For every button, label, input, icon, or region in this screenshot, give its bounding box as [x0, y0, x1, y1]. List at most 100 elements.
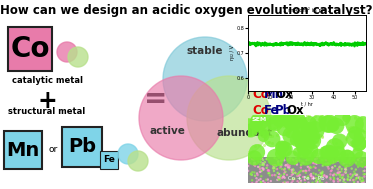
Point [326, 167, 332, 170]
Point [256, 121, 262, 124]
Point [282, 176, 288, 179]
Point [303, 162, 309, 165]
Point [245, 164, 251, 167]
Point [350, 175, 355, 178]
Point [290, 168, 296, 171]
Point [352, 117, 358, 120]
Point [345, 178, 351, 181]
Point [339, 160, 345, 163]
Circle shape [68, 47, 88, 67]
Point [254, 172, 260, 175]
Point [329, 160, 335, 163]
Point [246, 154, 252, 157]
Point [285, 158, 291, 161]
Point [342, 167, 348, 170]
Point [336, 122, 342, 125]
Point [346, 159, 352, 162]
Point [329, 156, 335, 160]
Point [311, 119, 317, 122]
Point [296, 181, 302, 184]
Point [297, 138, 303, 141]
Point [351, 181, 357, 184]
Point [316, 155, 322, 158]
Point [261, 132, 267, 135]
Point [284, 174, 290, 177]
Point [269, 135, 275, 138]
Point [295, 157, 301, 160]
Point [279, 177, 285, 180]
Point [286, 168, 292, 171]
Point [247, 162, 253, 165]
Point [290, 158, 296, 161]
Point [356, 156, 362, 159]
Point [292, 171, 298, 174]
Point [253, 117, 259, 120]
Point [358, 136, 364, 139]
Point [305, 157, 311, 160]
Point [305, 158, 311, 161]
Point [362, 173, 368, 176]
Point [276, 178, 282, 181]
Point [286, 132, 292, 136]
Text: Co: Co [252, 105, 269, 118]
Point [253, 156, 259, 159]
Point [307, 124, 313, 127]
Point [294, 173, 300, 176]
Point [279, 157, 285, 160]
Point [336, 171, 342, 174]
Point [277, 164, 283, 167]
Point [335, 167, 341, 170]
Point [282, 154, 288, 157]
Point [285, 133, 291, 136]
Point [340, 173, 346, 176]
Point [297, 174, 303, 177]
Point [257, 167, 263, 170]
Point [337, 179, 343, 182]
Circle shape [57, 42, 77, 62]
Point [356, 176, 362, 179]
Point [320, 158, 326, 161]
Point [290, 171, 296, 174]
Point [286, 164, 292, 167]
Point [350, 125, 356, 128]
Point [341, 162, 347, 165]
Point [289, 170, 295, 174]
Point [330, 116, 336, 119]
Point [303, 169, 308, 172]
Point [345, 155, 351, 158]
Point [332, 152, 338, 155]
Point [316, 118, 322, 121]
Point [313, 166, 319, 169]
Point [356, 142, 362, 145]
Point [329, 157, 335, 160]
Point [299, 120, 305, 123]
Point [344, 138, 350, 141]
Point [283, 114, 289, 117]
Point [310, 172, 316, 175]
Point [291, 130, 297, 133]
Point [276, 148, 282, 151]
Point [319, 136, 325, 139]
Point [291, 169, 297, 172]
Point [304, 169, 310, 172]
Text: active: active [149, 126, 185, 136]
Point [353, 173, 359, 176]
Point [337, 174, 343, 177]
Point [271, 170, 277, 173]
Point [245, 169, 251, 172]
Point [330, 124, 336, 127]
Point [331, 178, 337, 181]
Point [256, 157, 261, 160]
Point [271, 167, 277, 170]
Circle shape [118, 144, 138, 164]
Point [315, 122, 321, 125]
Point [323, 181, 329, 184]
Point [313, 177, 319, 180]
Point [354, 119, 360, 122]
Point [325, 126, 331, 129]
Point [319, 158, 325, 161]
Point [345, 174, 351, 177]
Point [261, 144, 267, 147]
Point [270, 167, 276, 170]
Point [301, 162, 307, 165]
